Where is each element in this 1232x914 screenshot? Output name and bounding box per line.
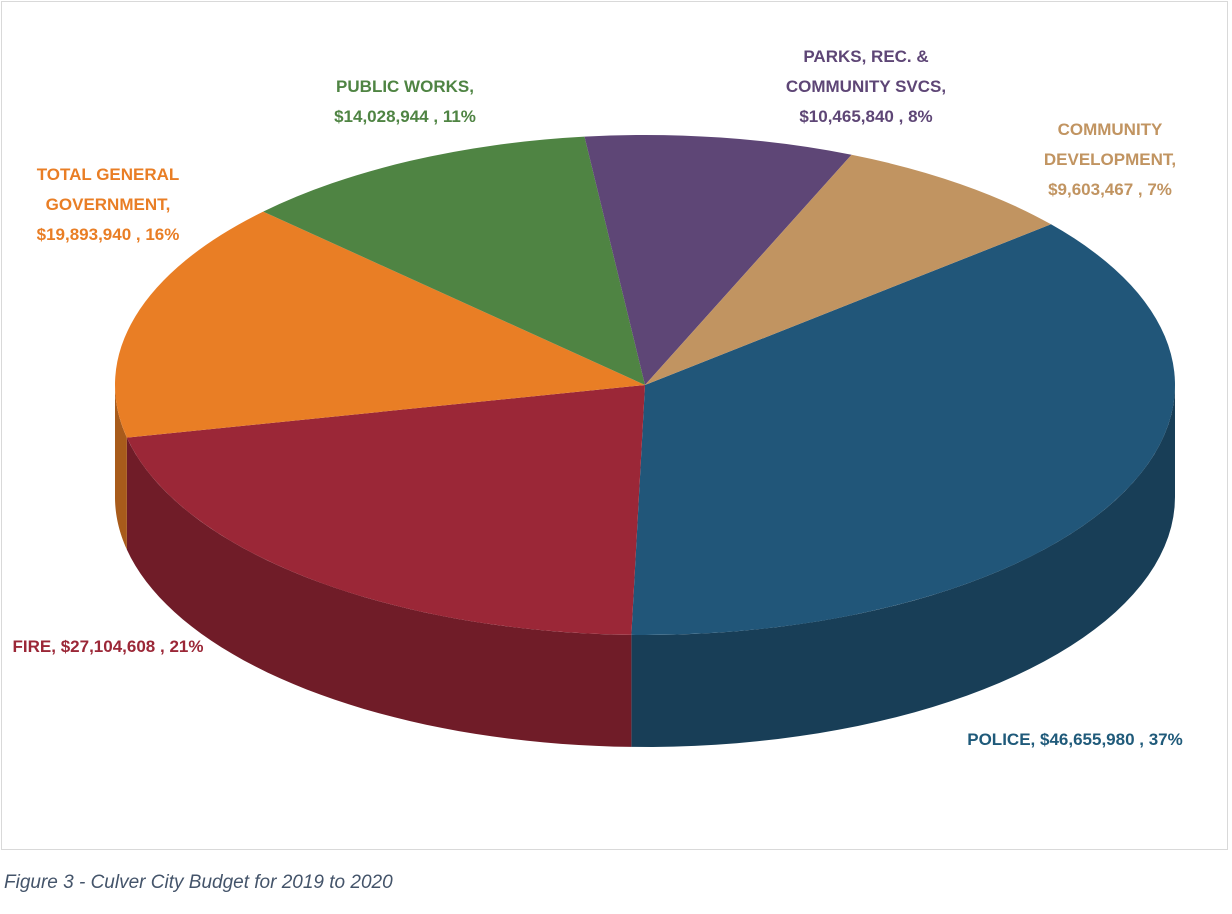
chart — [115, 135, 1175, 747]
slice — [631, 224, 1175, 635]
slice-side — [126, 437, 632, 747]
slice-side — [631, 385, 1175, 747]
caption: Figure 3 - Culver City Budget for 2019 t… — [4, 872, 393, 893]
label-percent: 8% — [908, 107, 933, 126]
label-value: $27,104,608 , — [60, 637, 165, 656]
data-label: PARKS, REC. & COMMUNITY SVCS, $10,465,84… — [756, 42, 976, 132]
label-percent: 16% — [145, 225, 180, 244]
slice — [645, 154, 1052, 385]
label-category: FIRE, — [12, 637, 56, 656]
label-category: POLICE, — [967, 730, 1036, 749]
label-percent: 21% — [169, 637, 204, 656]
slice — [115, 211, 646, 438]
slice — [263, 136, 645, 385]
label-category: TOTAL GENERAL GOVERNMENT, — [36, 165, 180, 214]
label-value: $14,028,944 , — [334, 107, 439, 126]
label-value: $9,603,467 , — [1048, 180, 1143, 199]
label-category: COMMUNITY DEVELOPMENT, — [1043, 120, 1177, 169]
data-label: FIRE, $27,104,608 , 21% — [1, 632, 216, 662]
label-percent: 37% — [1148, 730, 1183, 749]
label-value: $10,465,840 , — [799, 107, 904, 126]
chart-frame — [1, 1, 1228, 850]
data-label: TOTAL GENERAL GOVERNMENT, $19,893,940 , … — [8, 160, 208, 250]
data-label: PUBLIC WORKS, $14,028,944 , 11% — [295, 72, 515, 132]
slice — [126, 385, 646, 635]
label-value: $46,655,980 , — [1040, 730, 1144, 749]
data-label: COMMUNITY DEVELOPMENT, $9,603,467 , 7% — [1020, 115, 1200, 205]
slice — [584, 135, 852, 385]
slice-side — [115, 385, 127, 550]
label-percent: 11% — [442, 107, 476, 126]
label-percent: 7% — [1147, 180, 1172, 199]
data-label: POLICE, $46,655,980 , 37% — [950, 725, 1200, 755]
label-value: $19,893,940 , — [36, 225, 141, 244]
label-category: PUBLIC WORKS, — [336, 77, 474, 96]
label-category: PARKS, REC. & COMMUNITY SVCS, — [785, 47, 947, 96]
